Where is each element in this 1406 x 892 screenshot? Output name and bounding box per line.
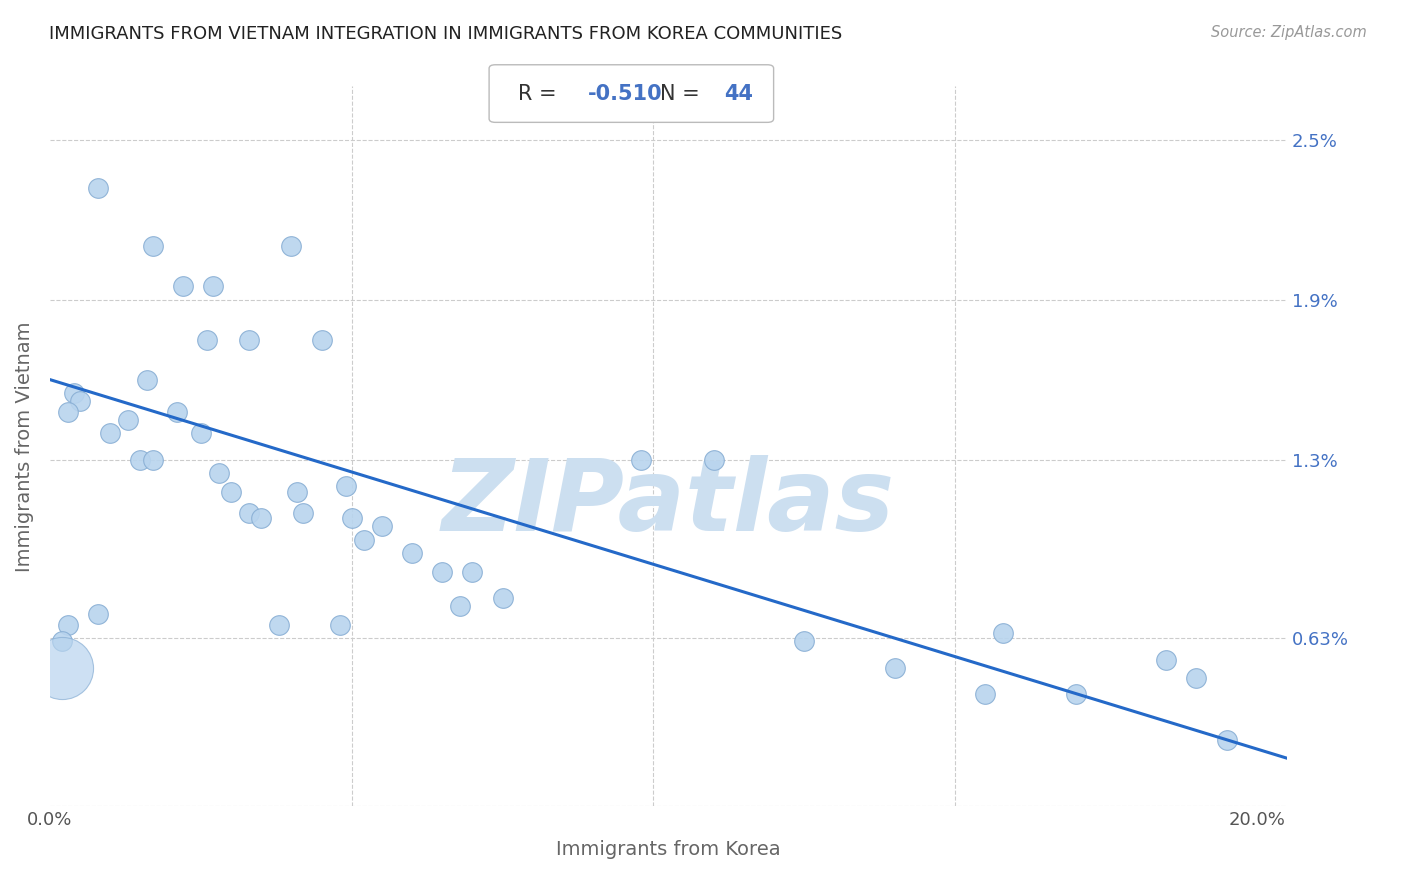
Point <box>993 626 1015 640</box>
Point <box>371 519 394 533</box>
Point <box>269 618 291 632</box>
Point <box>1215 732 1237 747</box>
FancyBboxPatch shape <box>489 65 773 122</box>
Point <box>219 484 242 499</box>
Point <box>1185 671 1208 685</box>
Point <box>117 412 139 426</box>
Point <box>208 466 231 480</box>
Text: N =: N = <box>659 84 706 103</box>
Point <box>353 533 375 547</box>
Point <box>491 591 513 606</box>
Point <box>292 506 315 520</box>
Point <box>129 452 152 467</box>
Point <box>335 479 357 493</box>
Point <box>340 511 363 525</box>
Text: IMMIGRANTS FROM VIETNAM INTEGRATION IN IMMIGRANTS FROM KOREA COMMUNITIES: IMMIGRANTS FROM VIETNAM INTEGRATION IN I… <box>49 25 842 43</box>
Y-axis label: Immigrants from Vietnam: Immigrants from Vietnam <box>15 321 34 572</box>
Point <box>1156 652 1178 666</box>
Text: -0.510: -0.510 <box>588 84 662 103</box>
Point <box>190 425 212 440</box>
Point <box>201 279 224 293</box>
Point <box>166 404 188 418</box>
Point <box>329 618 352 632</box>
Point <box>287 484 309 499</box>
Point <box>280 239 302 253</box>
X-axis label: Immigrants from Korea: Immigrants from Korea <box>557 840 780 859</box>
Point <box>142 239 165 253</box>
Point <box>51 660 73 674</box>
Point <box>238 333 260 347</box>
Point <box>56 618 79 632</box>
Point <box>98 425 121 440</box>
Point <box>449 599 471 614</box>
Point <box>87 607 110 622</box>
Text: 44: 44 <box>724 84 754 103</box>
Point <box>630 452 652 467</box>
Point <box>172 279 194 293</box>
Point <box>63 386 86 401</box>
Point <box>793 633 815 648</box>
Point <box>461 565 484 579</box>
Point <box>432 565 454 579</box>
Point <box>250 511 273 525</box>
Point <box>238 506 260 520</box>
Point <box>311 333 333 347</box>
Point <box>51 633 73 648</box>
Point <box>703 452 725 467</box>
Point <box>69 393 91 408</box>
Point <box>883 660 905 674</box>
Text: R =: R = <box>517 84 562 103</box>
Point <box>87 180 110 194</box>
Point <box>1064 687 1087 701</box>
Text: ZIPatlas: ZIPatlas <box>441 455 896 552</box>
Point <box>56 404 79 418</box>
Text: Source: ZipAtlas.com: Source: ZipAtlas.com <box>1211 25 1367 40</box>
Point <box>142 452 165 467</box>
Point <box>974 687 997 701</box>
Point <box>135 373 157 387</box>
Point <box>195 333 218 347</box>
Point <box>401 546 423 560</box>
